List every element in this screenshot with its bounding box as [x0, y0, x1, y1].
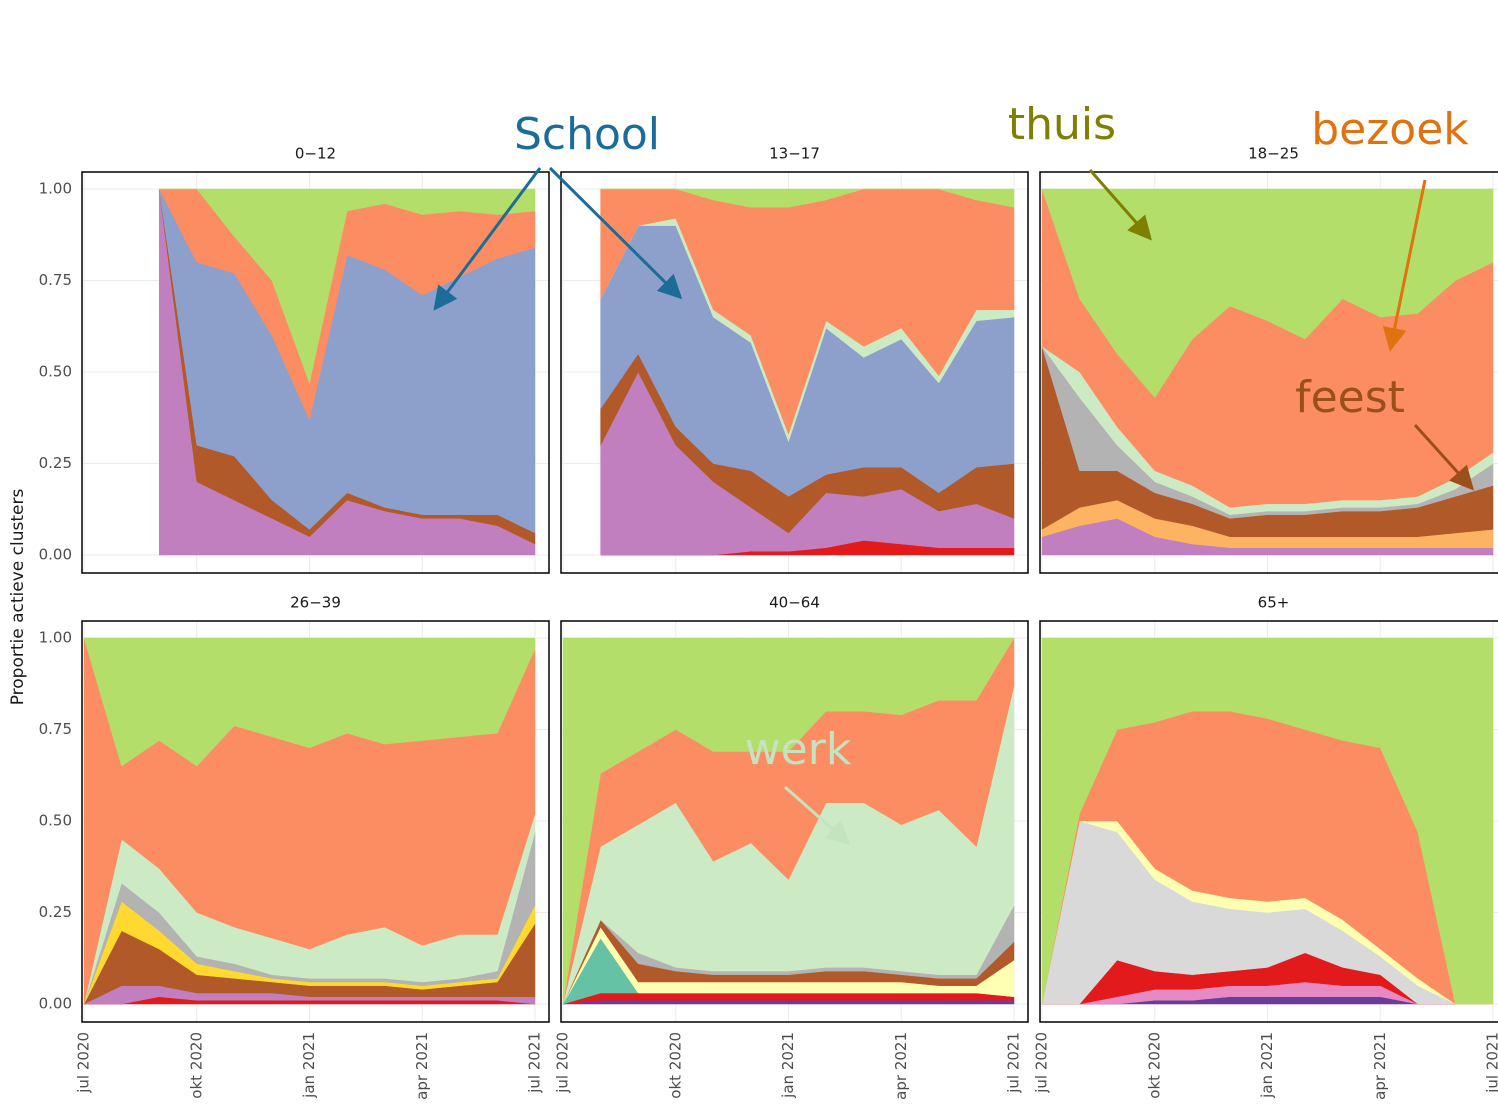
arrow [1382, 179, 1427, 352]
annotation: bezoek [1311, 104, 1469, 155]
facet [1040, 172, 1498, 573]
panel-border [1039, 171, 1498, 574]
panel-border [1039, 620, 1498, 1023]
area-segment [83, 637, 536, 767]
arrow [548, 166, 683, 300]
panel-border [81, 171, 550, 574]
area-segment [1041, 637, 1494, 1005]
y-tick-label: 0.75 [39, 720, 72, 738]
x-tick-label: apr 2021 [1371, 1032, 1389, 1100]
y-axis-title: Proportie actieve clusters [8, 489, 28, 706]
annotation: werk [745, 724, 852, 775]
x-tick-label: okt 2020 [666, 1032, 684, 1099]
strip-title: 13−17 [769, 145, 820, 163]
area-segment [600, 188, 1015, 208]
y-tick-label: 1.00 [39, 180, 72, 198]
annotation: School [514, 109, 660, 160]
arrow [1088, 169, 1152, 241]
x-tick-label: jan 2021 [779, 1032, 797, 1099]
strip-title: 40−64 [769, 594, 820, 612]
arrow [1413, 423, 1475, 491]
panel-border [560, 171, 1029, 574]
x-tick-label: jul 2021 [1005, 1032, 1023, 1094]
panel-border [560, 620, 1029, 1023]
x-tick-label: jul 2020 [1033, 1032, 1051, 1094]
facet [82, 621, 549, 1022]
y-tick-label: 1.00 [39, 629, 72, 647]
strip-title: 26−39 [290, 594, 341, 612]
annotation: thuis [1008, 99, 1116, 150]
strip-title: 18−25 [1248, 145, 1299, 163]
panel-border [81, 620, 550, 1023]
y-tick-label: 0.50 [39, 363, 72, 381]
x-tick-label: apr 2021 [413, 1032, 431, 1100]
strip-title: 0−12 [295, 145, 336, 163]
facet [561, 621, 1028, 1022]
area-segment [1041, 188, 1494, 399]
x-tick-label: jan 2021 [300, 1032, 318, 1099]
x-tick-label: jan 2021 [1258, 1032, 1276, 1099]
y-tick-label: 0.00 [39, 995, 72, 1013]
strip-title: 65+ [1258, 594, 1290, 612]
panels: 0−12 0.00 0.25 0.50 0.75 1.00 13−17 18−25 26−39 0… [39, 145, 1498, 1100]
facet [82, 172, 549, 573]
area-segment [562, 1000, 1015, 1005]
facet [1040, 621, 1498, 1022]
y-tick-label: 0.50 [39, 812, 72, 830]
y-tick-label: 0.25 [39, 903, 72, 921]
x-tick-label: jul 2020 [554, 1032, 572, 1094]
x-tick-label: jul 2021 [1484, 1032, 1498, 1094]
x-tick-label: okt 2020 [187, 1032, 205, 1099]
area-segment [159, 188, 536, 384]
arrow [433, 167, 542, 311]
x-tick-label: jul 2020 [75, 1032, 93, 1094]
arrow [784, 785, 851, 845]
area-segment [562, 637, 1015, 1005]
y-tick-label: 0.00 [39, 546, 72, 564]
y-tick-label: 0.25 [39, 454, 72, 472]
annotations: School thuis bezoek feest werk [433, 99, 1475, 845]
annotation: feest [1295, 372, 1405, 423]
x-tick-label: jul 2021 [526, 1032, 544, 1094]
x-tick-label: okt 2020 [1145, 1032, 1163, 1099]
y-tick-label: 0.75 [39, 271, 72, 289]
facet [561, 172, 1028, 573]
x-tick-label: apr 2021 [892, 1032, 910, 1100]
